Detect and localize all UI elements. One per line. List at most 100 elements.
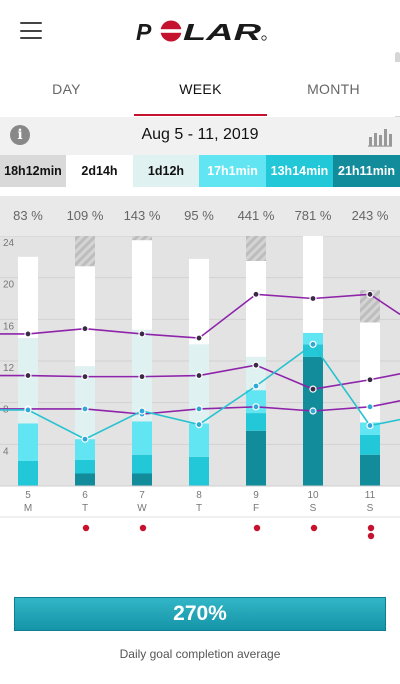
goal-progress-bar: 270% [14, 597, 386, 631]
bar-segment [303, 332, 323, 345]
tab-day[interactable]: DAY [52, 81, 81, 97]
svg-text:LAR: LAR [183, 19, 262, 45]
summary-cell: 21h11min [333, 155, 400, 187]
trend-point [138, 407, 146, 415]
info-icon[interactable]: i [10, 125, 30, 145]
trend-point [309, 407, 317, 415]
bar-segment [189, 423, 209, 457]
x-tick-weekday: S [310, 503, 317, 514]
trend-point [195, 334, 203, 342]
trend-point [252, 361, 260, 369]
bar-segment [303, 356, 323, 486]
polar-logo: P LAR [136, 19, 267, 45]
bar-segment [132, 240, 152, 330]
day-goal-percentage: 243 % [351, 208, 389, 223]
bar-segment [18, 256, 38, 339]
activity-summary-bar: 18h12min 2d14h 1d12h 17h1min 13h14min 21h11mi… [0, 155, 400, 187]
achievement-dot [82, 524, 90, 532]
bar-segment [75, 266, 95, 367]
trend-point [195, 405, 203, 413]
trend-point [195, 371, 203, 380]
achievement-dot [367, 524, 375, 532]
summary-cell: 17h1min [199, 155, 266, 187]
x-tick-weekday: M [24, 503, 32, 514]
trend-point [24, 330, 32, 338]
trend-point [309, 294, 317, 303]
achievement-dot [310, 524, 318, 532]
trend-point [252, 403, 260, 411]
bar-segment [75, 473, 95, 486]
x-tick-day: 8 [196, 490, 202, 501]
trend-point [309, 340, 317, 348]
day-goal-percentage: 109 % [66, 208, 104, 223]
y-tick-label: 24 [3, 238, 15, 249]
day-goal-percentage: 781 % [294, 208, 332, 223]
goal-progress-caption: Daily goal completion average [119, 647, 281, 661]
bar-segment [189, 258, 209, 345]
x-tick-day: 7 [139, 490, 145, 501]
trend-point [81, 325, 89, 333]
bar-segment [75, 459, 95, 474]
period-tabs: DAY WEEK MONTH [0, 62, 400, 116]
bar-segment [75, 236, 95, 267]
goal-percentage-row: 83 % 109 % 143 % 95 % 441 % 781 % 243 % [0, 196, 400, 236]
x-tick-weekday: F [253, 503, 259, 514]
trend-point [366, 403, 374, 411]
trend-point [138, 330, 146, 338]
tab-week[interactable]: WEEK [134, 62, 267, 116]
summary-cell: 13h14min [266, 155, 333, 187]
x-tick-weekday: T [82, 503, 88, 514]
trend-point [195, 420, 203, 429]
achievement-dot [253, 524, 261, 532]
achievement-dot [139, 524, 147, 532]
day-goal-percentage: 441 % [237, 208, 275, 223]
bar-segment [246, 236, 266, 261]
trend-point [24, 371, 32, 380]
trend-point [309, 385, 317, 393]
achievement-dots-row [82, 524, 375, 540]
achievement-dot [367, 532, 375, 540]
bar-segment [360, 322, 380, 423]
bar-segment [189, 344, 209, 424]
x-tick-day: 6 [82, 490, 88, 501]
trend-point [81, 405, 89, 413]
trend-point [366, 290, 374, 298]
trend-point [24, 406, 32, 414]
trend-point [366, 376, 374, 384]
bar-chart-icon[interactable] [368, 125, 392, 147]
trend-point [81, 435, 89, 443]
x-tick-day: 11 [365, 490, 376, 501]
bar-segment [18, 461, 38, 486]
hamburger-menu-icon[interactable] [20, 22, 42, 40]
app-bar: P LAR [0, 0, 400, 62]
bar-segment [132, 236, 152, 241]
bar-segment [246, 413, 266, 431]
bar-segment [132, 454, 152, 474]
bar-segment [303, 236, 323, 333]
y-tick-label: 12 [3, 363, 15, 374]
tab-month[interactable]: MONTH [307, 81, 360, 97]
trend-point [81, 373, 89, 381]
x-tick-day: 9 [253, 490, 259, 501]
summary-cell: 1d12h [133, 155, 199, 187]
day-goal-percentage: 143 % [123, 208, 161, 223]
x-tick-day: 5 [25, 490, 31, 501]
trend-point [252, 290, 260, 298]
x-tick-weekday: S [367, 503, 374, 514]
bar-segment [18, 338, 38, 424]
trend-point [366, 421, 374, 430]
bar-segment [75, 439, 95, 460]
x-tick-weekday: T [196, 503, 202, 514]
day-goal-percentage: 83 % [13, 208, 43, 223]
y-tick-label: 4 [3, 446, 9, 457]
svg-text:P: P [136, 19, 152, 45]
day-goal-percentage: 95 % [184, 208, 214, 223]
bar-segment [189, 456, 209, 486]
bar-segment [18, 423, 38, 461]
summary-cell: 18h12min [0, 155, 66, 187]
y-tick-label: 16 [3, 321, 15, 332]
x-tick-day: 10 [307, 490, 319, 501]
trend-point [252, 382, 260, 390]
summary-cell: 2d14h [66, 155, 133, 187]
